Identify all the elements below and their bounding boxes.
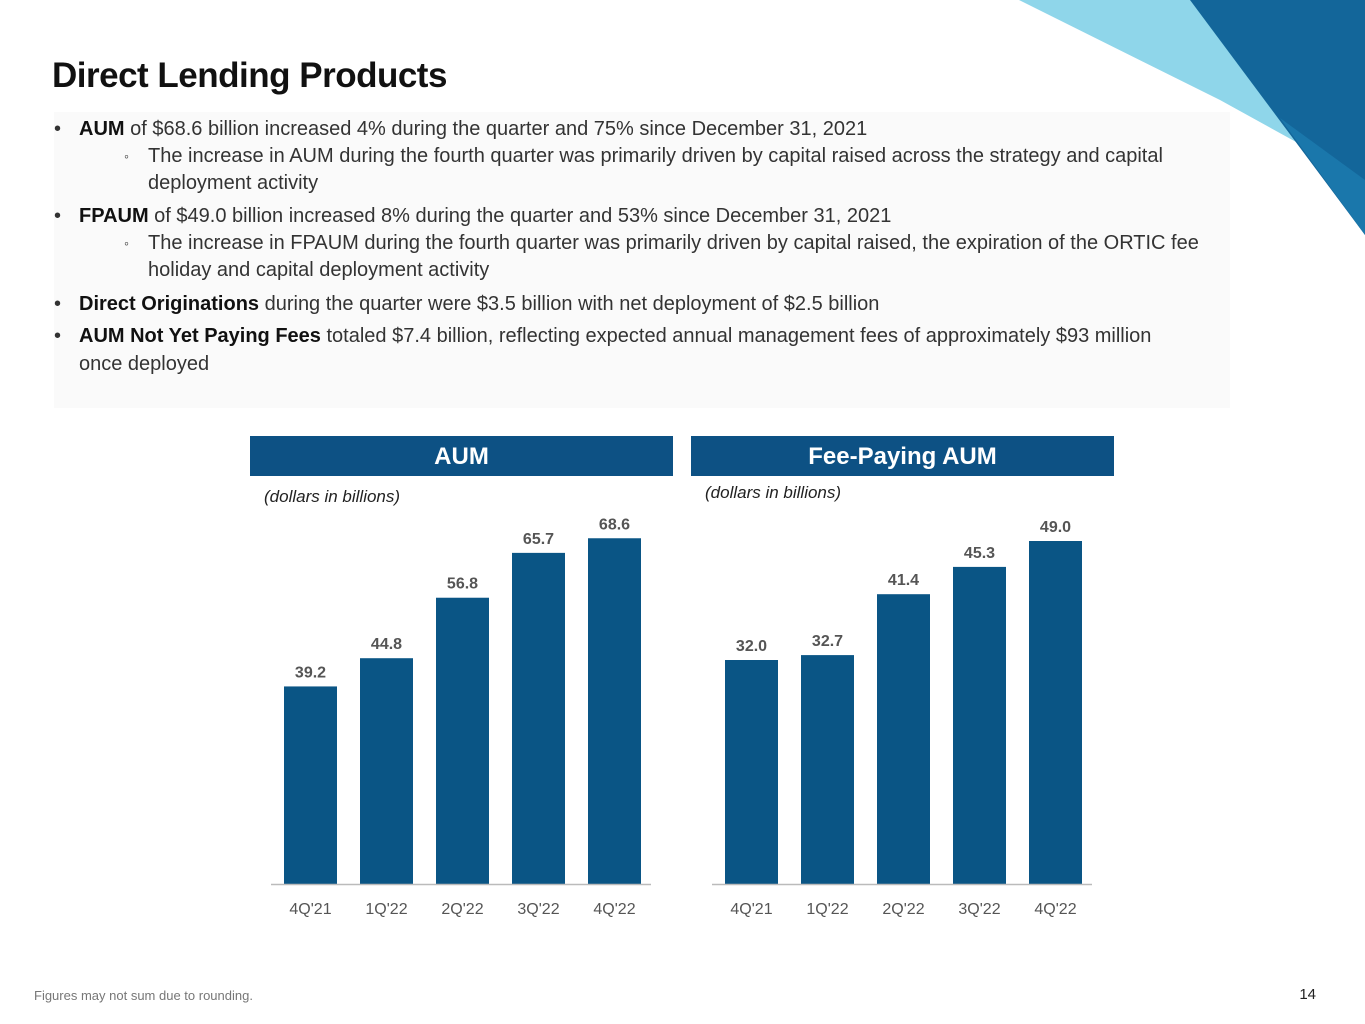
- x-tick-label: 1Q'22: [806, 901, 848, 918]
- data-label: 49.0: [1040, 519, 1071, 536]
- bar-4Q'21: [725, 660, 778, 884]
- sub-bullet-text: deployment activity: [148, 172, 319, 194]
- data-label: 41.4: [888, 572, 919, 589]
- bullet-text: of $68.6 billion increased 4% during the…: [124, 118, 868, 140]
- chart-header-fpaum: Fee-Paying AUM: [691, 436, 1114, 476]
- sub-bullet-text: holiday and capital deployment activity: [148, 259, 490, 281]
- bar-1Q'22: [360, 658, 413, 884]
- bullet-marker: •: [54, 293, 62, 315]
- x-tick-label: 4Q'21: [289, 901, 331, 918]
- data-label: 32.7: [812, 633, 843, 650]
- x-tick-label: 4Q'22: [1034, 901, 1076, 918]
- data-label: 44.8: [371, 636, 402, 653]
- data-label: 32.0: [736, 638, 767, 655]
- fpaum-bar-chart: 32.0 4Q'21 32.7 1Q'22 41.4 2Q'22 45.3 3Q'22 49.0…: [712, 519, 1092, 918]
- data-label: 65.7: [523, 531, 554, 548]
- sub-bullet-marker: ◦: [124, 148, 129, 164]
- page-title: Direct Lending Products: [52, 56, 447, 95]
- bullet-bold: Direct Originations: [79, 293, 260, 315]
- unit-note-aum: (dollars in billions): [264, 487, 401, 506]
- bullet-bold: AUM Not Yet Paying Fees: [79, 325, 321, 347]
- data-label: 39.2: [295, 664, 326, 681]
- bar-4Q'22: [1029, 541, 1082, 884]
- bar-4Q'22: [588, 538, 641, 884]
- data-label: 68.6: [599, 516, 630, 533]
- x-tick-label: 4Q'22: [593, 901, 635, 918]
- bar-2Q'22: [877, 594, 930, 884]
- bullet-marker: •: [54, 118, 62, 140]
- bullet-text: of $49.0 billion increased 8% during the…: [148, 205, 892, 227]
- data-label: 45.3: [964, 545, 995, 562]
- x-tick-label: 3Q'22: [958, 901, 1000, 918]
- x-tick-label: 1Q'22: [365, 901, 407, 918]
- bar-4Q'21: [284, 686, 337, 884]
- bullet-bold: AUM: [79, 118, 125, 140]
- footnote: Figures may not sum due to rounding.: [34, 988, 253, 1003]
- sub-bullet-marker: ◦: [124, 235, 129, 251]
- corner-decoration: [1019, 0, 1365, 235]
- bullet-text: totaled $7.4 billion, reflecting expecte…: [320, 325, 1152, 347]
- chart-header-aum: AUM: [250, 436, 673, 476]
- bar-3Q'22: [953, 566, 1006, 884]
- bullet-marker: •: [54, 205, 62, 227]
- x-tick-label: 4Q'21: [730, 901, 772, 918]
- x-tick-label: 3Q'22: [517, 901, 559, 918]
- bullet-text: during the quarter were $3.5 billion wit…: [259, 293, 880, 315]
- bar-1Q'22: [801, 655, 854, 884]
- x-tick-label: 2Q'22: [441, 901, 483, 918]
- page-number: 14: [1299, 986, 1316, 1003]
- data-label: 56.8: [447, 576, 478, 593]
- sub-bullet-text: The increase in FPAUM during the fourth …: [148, 232, 1199, 254]
- unit-note-fpaum: (dollars in billions): [705, 483, 842, 502]
- bullet-bold: FPAUM: [79, 205, 149, 227]
- sub-bullet-text: The increase in AUM during the fourth qu…: [148, 145, 1163, 167]
- aum-bar-chart: 39.2 4Q'21 44.8 1Q'22 56.8 2Q'22 65.7 3Q'22 68.6…: [271, 516, 651, 918]
- bar-2Q'22: [436, 597, 489, 884]
- bullet-list: • AUM of $68.6 billion increased 4% duri…: [54, 112, 1230, 408]
- bar-3Q'22: [512, 552, 565, 884]
- bullet-text: once deployed: [79, 353, 210, 375]
- bullet-marker: •: [54, 325, 62, 347]
- x-tick-label: 2Q'22: [882, 901, 924, 918]
